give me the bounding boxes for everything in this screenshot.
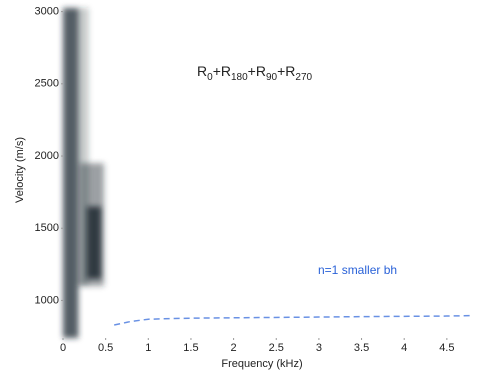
x-tick-label: 4.5 [439, 342, 454, 354]
x-tick-label: 2.5 [269, 342, 284, 354]
x-tick-label: 1.5 [183, 342, 198, 354]
x-tick-label: 1 [145, 342, 151, 354]
x-tick-label: 3.5 [354, 342, 369, 354]
annotation: R0+R180+R90+R270 [197, 63, 313, 83]
x-axis-label: Frequency (kHz) [221, 358, 302, 370]
annotation-text: +R [248, 63, 266, 79]
annotation-subscript: 270 [295, 72, 312, 83]
annotation-text: +R [277, 63, 295, 79]
y-tick-label: 3000 [35, 6, 59, 18]
x-tick-label: 3 [316, 342, 322, 354]
x-tick-label: 0.5 [98, 342, 113, 354]
intensity-region [78, 8, 89, 287]
annotation-subscript: 90 [266, 72, 278, 83]
y-axis-label: Velocity (m/s) [14, 137, 26, 203]
x-tick-label: 4 [401, 342, 407, 354]
y-tick-label: 1500 [35, 222, 59, 234]
y-tick-label: 2500 [35, 78, 59, 90]
y-tick-label: 2000 [35, 150, 59, 162]
intensity-region [86, 206, 102, 279]
x-tick-label: 0 [60, 342, 66, 354]
series-label: n=1 smaller bh [318, 263, 397, 277]
x-tick-label: 2 [231, 342, 237, 354]
spectrogram [63, 8, 104, 338]
annotation-text: +R [213, 63, 231, 79]
intensity-region [63, 8, 79, 338]
mode-curve [114, 314, 473, 326]
annotation-subscript: 180 [231, 72, 248, 83]
y-tick-label: 1000 [35, 294, 59, 306]
annotation-text: R [197, 63, 207, 79]
annotation-subscript: 0 [207, 72, 213, 83]
